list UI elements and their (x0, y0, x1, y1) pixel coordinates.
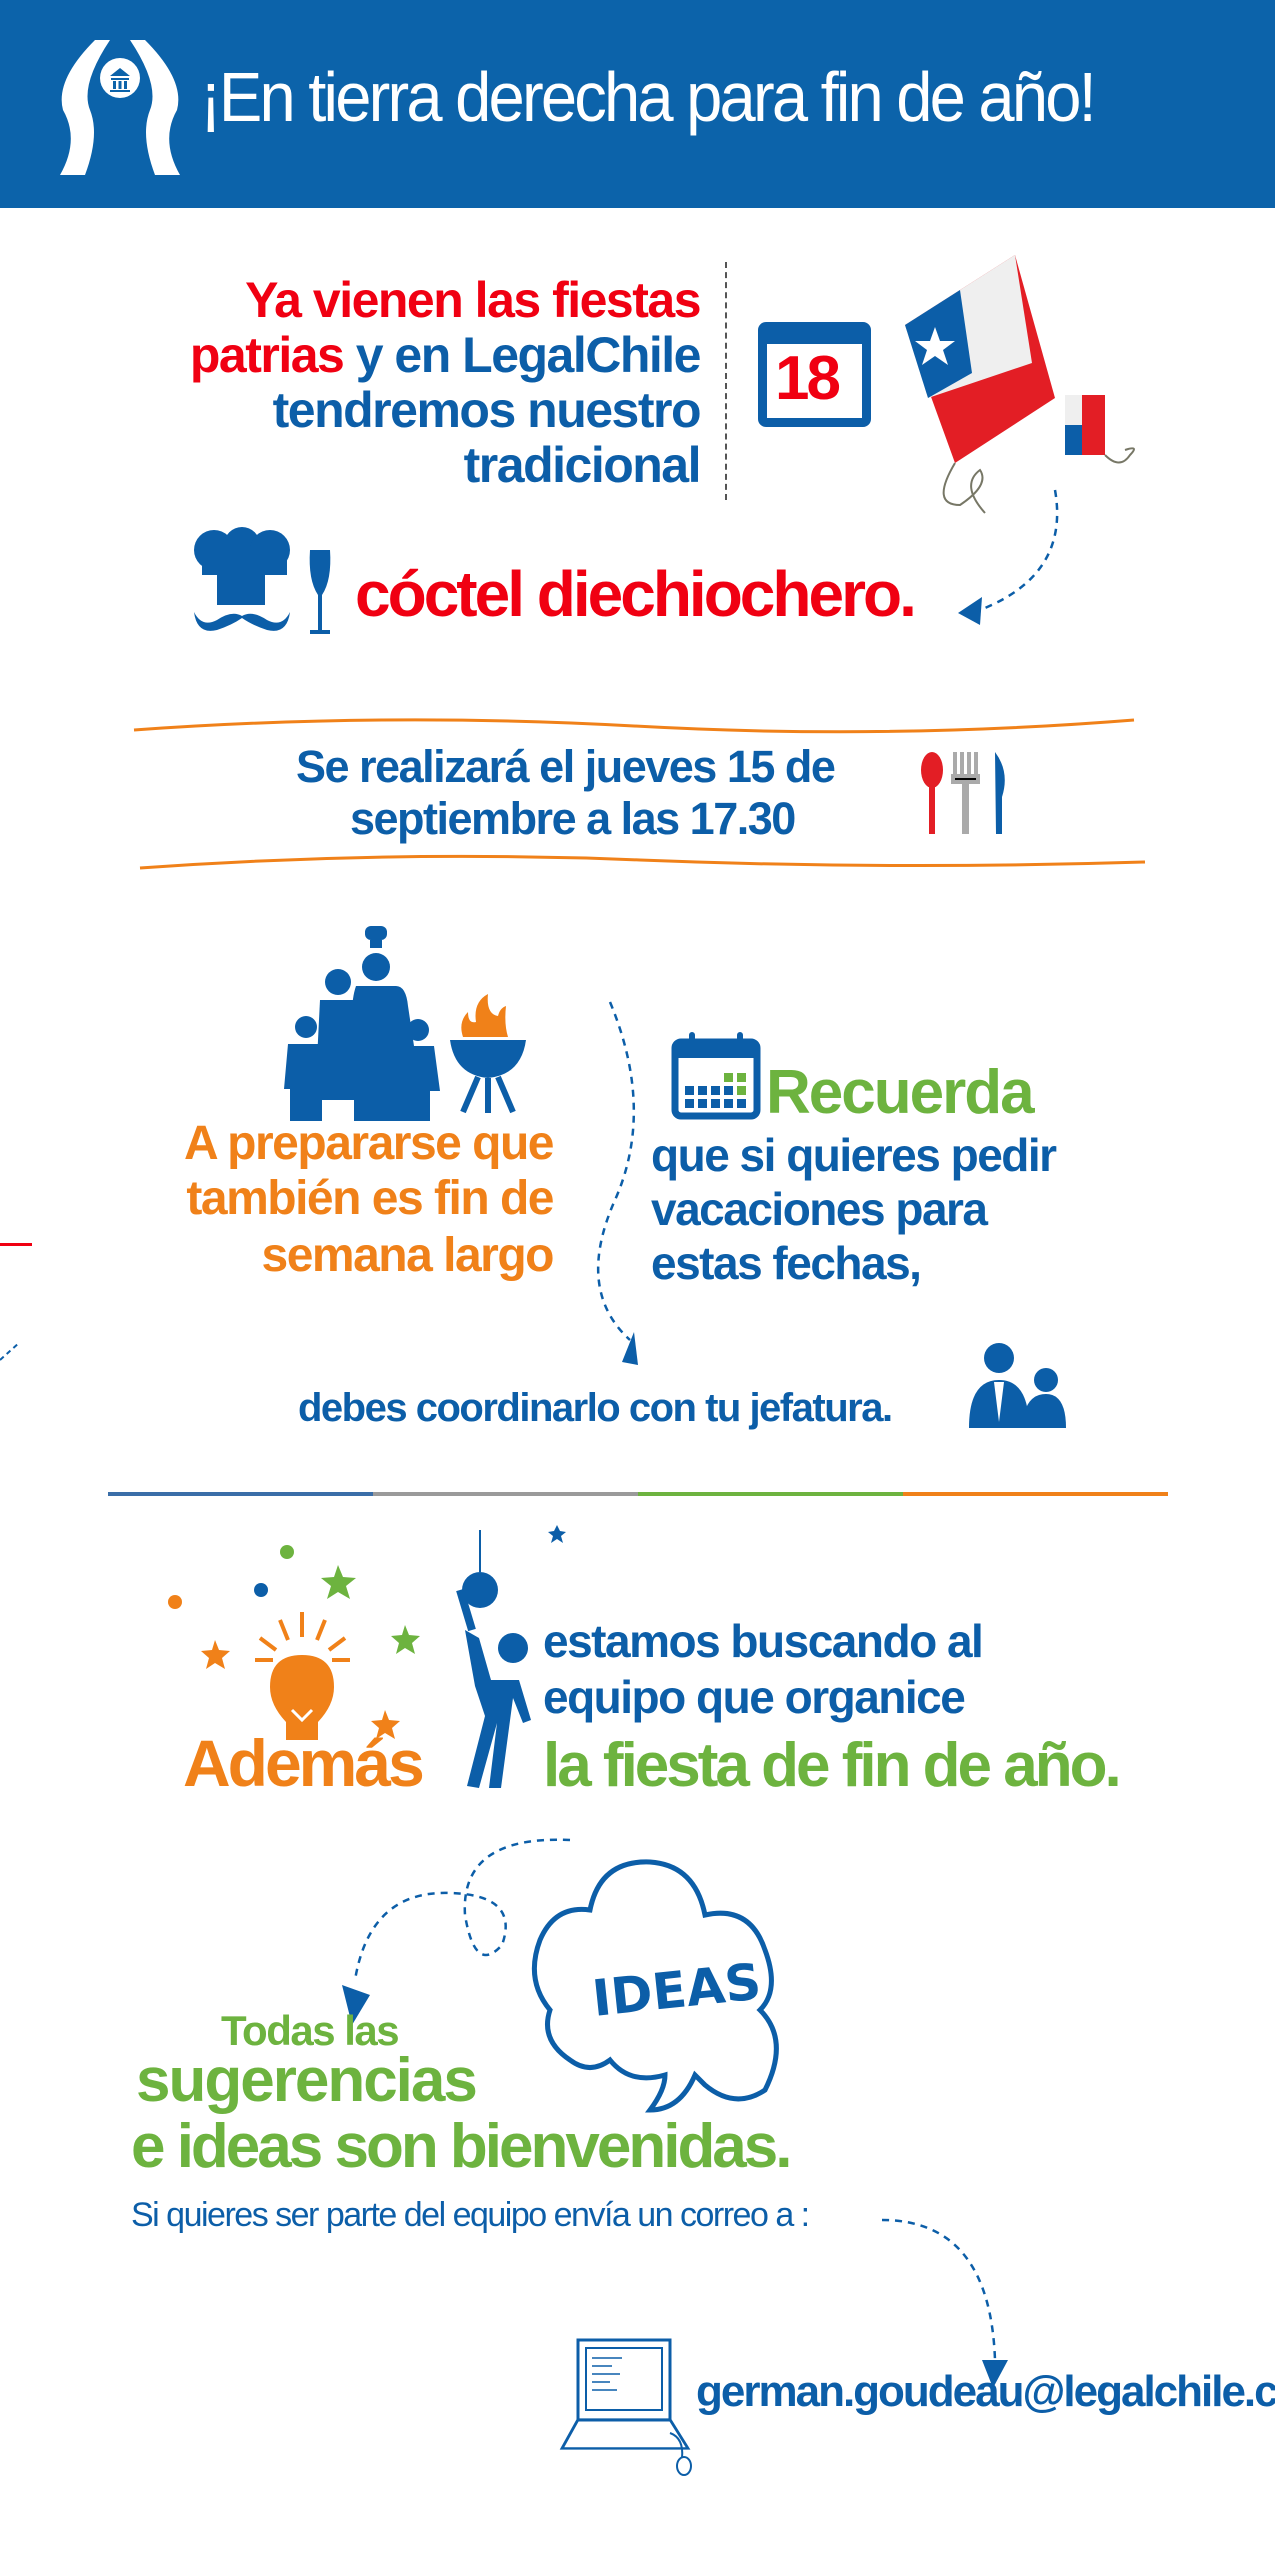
kite-icon (905, 255, 1135, 514)
email-link[interactable]: german.goudeau@legalchile.cl (696, 2367, 1275, 2416)
color-divider (108, 1492, 1168, 1496)
calendar-day: 18 (775, 344, 841, 413)
divider-segment-gray (373, 1492, 638, 1496)
intro-line-4: tradicional (463, 437, 702, 493)
calendar-icon: 18 (758, 322, 871, 427)
dashed-arrow-icon (958, 489, 1059, 625)
red-stroke-fragment (0, 1243, 32, 1246)
divider-segment-green (638, 1492, 903, 1496)
dashed-separator (725, 262, 727, 500)
weekend-line-3: semana largo (261, 1229, 555, 1282)
intro-legalchile: y en LegalChile (343, 327, 702, 383)
dashed-loop-arrow-icon (342, 1838, 571, 2025)
party-line-1: estamos buscando al (543, 1615, 984, 1667)
page-title: ¡En tierra derecha para fin de año! (200, 58, 1097, 136)
ideas-line-3: e ideas son bienvenidas. (131, 2112, 792, 2181)
divider-segment-orange (903, 1492, 1168, 1496)
ideas-line-2: sugerencias (136, 2046, 478, 2115)
divider-segment-blue (108, 1492, 373, 1496)
intro-line-2: patrias y en LegalChile (189, 327, 702, 383)
reminder-title: Recuerda (766, 1058, 1035, 1127)
dashed-curve-arrow-icon (597, 1001, 638, 1365)
header-banner: ¡En tierra derecha para fin de año! (0, 0, 1275, 208)
ademas-label: Además (183, 1726, 425, 1800)
calendar-grid-icon (671, 1032, 761, 1120)
date-line-2: septiembre a las 17.30 (350, 793, 796, 844)
party-line-2: equipo que organice (543, 1671, 966, 1723)
chef-hat-mustache-icon (194, 527, 331, 634)
legalchile-logo-icon (60, 40, 180, 175)
cutlery-icon (921, 752, 1005, 834)
laptop-icon (559, 2338, 692, 2476)
ideas-cloud-icon: IDEAS (531, 1859, 779, 2113)
reminder-line-2: vacaciones para (651, 1183, 988, 1235)
boss-employee-icon (969, 1343, 1066, 1428)
family-icon (284, 926, 526, 1121)
intro-line-1: Ya vienen las fiestas (245, 272, 701, 328)
orange-wavy-line-top (133, 718, 1135, 734)
reminder-line-3: estas fechas, (651, 1237, 922, 1289)
reminder-line-4: debes coordinarlo con tu jefatura. (298, 1386, 893, 1430)
person-reaching-icon (456, 1530, 531, 1788)
ideas-cta: Si quieres ser parte del equipo envía un… (131, 2196, 810, 2234)
intro-patrias: patrias (189, 327, 345, 383)
event-name: cóctel diechiochero. (355, 558, 917, 630)
reminder-line-1: que si quieres pedir (651, 1129, 1057, 1181)
dashed-arrow-to-email-icon (881, 2218, 1008, 2388)
weekend-line-1: A prepararse que (183, 1117, 555, 1170)
intro-line-3: tendremos nuestro (272, 382, 702, 438)
party-line-3: la fiesta de fin de año. (543, 1731, 1122, 1800)
blue-dashed-fragment (0, 1341, 21, 1361)
ideas-line-1: Todas las (221, 2007, 400, 2054)
lightbulb-stars-icon (168, 1545, 420, 1740)
orange-wavy-line-bottom (139, 854, 1146, 870)
small-star-icon (548, 1525, 566, 1543)
weekend-line-2: también es fin de (186, 1172, 554, 1225)
date-line-1: Se realizará el jueves 15 de (296, 741, 836, 792)
